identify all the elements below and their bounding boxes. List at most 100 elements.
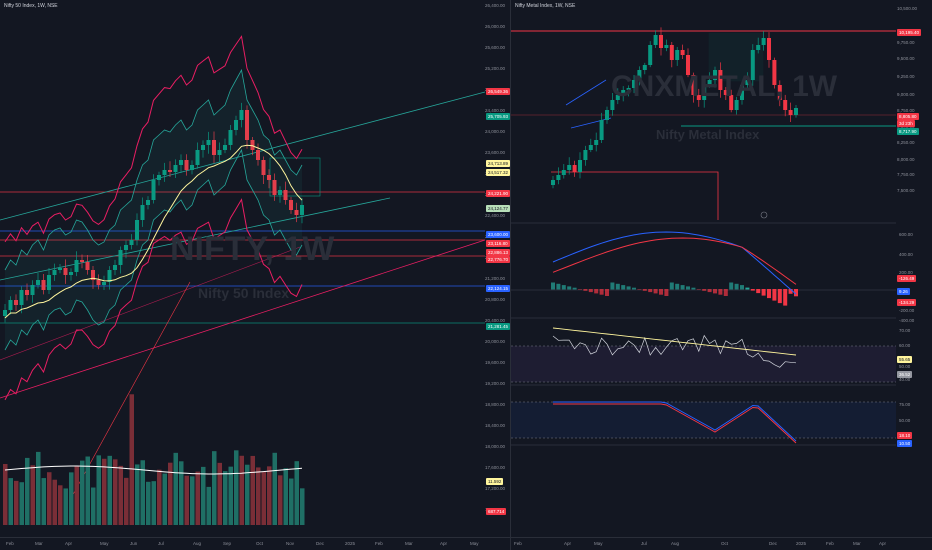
nifty-candle-body <box>25 290 29 295</box>
nifty-time-label: Aug <box>193 541 202 546</box>
metal-time-label: May <box>594 541 603 546</box>
metal-candle-body <box>561 170 566 175</box>
nifty-volume-bar <box>47 472 52 525</box>
metal-time-axis[interactable]: Feb Apr May Jul Aug Oct Dec 2025 Feb Mar Apr <box>511 537 932 550</box>
metal-rsi-tag: 55.65 <box>897 356 913 363</box>
nifty-time-axis[interactable]: Feb Mar Apr May Jun Jul Aug Sep Oct Nov Dec 2025 Feb… <box>0 537 510 550</box>
metal-price-axis-label: 9,250.00 <box>897 74 915 79</box>
nifty-chart-canvas[interactable] <box>0 0 510 550</box>
nifty-volume-bar <box>283 468 288 525</box>
metal-trendline <box>570 117 612 129</box>
nifty-price-axis-label: 18,400.00 <box>485 423 506 428</box>
metal-macd-histogram-bar <box>659 289 663 295</box>
metal-candle-body <box>702 85 707 100</box>
nifty-time-label: Jun <box>130 541 138 546</box>
metal-macd-histogram-bar <box>729 282 734 290</box>
nifty-volume-bar <box>289 478 294 525</box>
metal-macd-histogram-bar <box>567 286 572 290</box>
metal-candle-body <box>794 108 798 115</box>
nifty-volume-bar <box>201 466 206 525</box>
nifty-volume-bar <box>25 457 30 525</box>
nifty-volume-bar <box>129 394 134 525</box>
nifty-volume-bar <box>91 487 96 525</box>
metal-candle-body <box>572 165 577 172</box>
nifty-candle-body <box>107 270 112 282</box>
metal-rsi-axis-label: 50.00 <box>899 364 911 369</box>
nifty-candle-body <box>162 170 167 175</box>
metal-price-axis-label: 8,000.00 <box>897 157 915 162</box>
nifty-volume-bar <box>234 450 239 525</box>
nifty-price-tag: 22,124.15 <box>486 285 510 292</box>
nifty-volume-bar <box>168 462 173 525</box>
nifty-volume-bar <box>19 482 24 525</box>
metal-candle-body <box>788 110 793 115</box>
metal-candle-body <box>605 110 609 120</box>
metal-macd-histogram-bar <box>578 289 582 290</box>
nifty-price-tag: 25,705.93 <box>486 113 510 120</box>
metal-macd-histogram-bar <box>718 289 723 295</box>
nifty-volume-ma <box>4 465 303 475</box>
metal-rsi-axis-label: 70.00 <box>899 328 911 333</box>
nifty-price-tag: 687.714 <box>486 508 507 515</box>
metal-macd-histogram-bar <box>653 289 658 294</box>
metal-macd-tag: -134.29 <box>897 299 917 306</box>
nifty-volume-bar <box>190 476 195 525</box>
metal-price-axis-label: 9,500.00 <box>897 56 915 61</box>
nifty-inner-lower-band <box>4 148 303 351</box>
nifty-volume-bar <box>135 464 140 525</box>
metal-macd-histogram-bar <box>713 289 717 294</box>
nifty-candle-body <box>63 268 68 275</box>
nifty-candle-body <box>278 190 282 195</box>
nifty-candle-body <box>91 270 95 280</box>
nifty-volume-bar <box>228 466 233 525</box>
metal-candle-body <box>696 95 701 100</box>
metal-chart-panel[interactable]: Nifty Metal Index, 1W, NSE CNXMETAL, 1W … <box>510 0 932 550</box>
metal-macd-axis-label: 400.00 <box>899 252 913 257</box>
nifty-candle-body <box>58 268 62 270</box>
metal-candle-body <box>594 140 599 145</box>
metal-candle-body <box>621 90 626 95</box>
nifty-candle-body <box>157 175 161 180</box>
nifty-candle-body <box>195 150 200 165</box>
nifty-candle-body <box>184 160 189 170</box>
nifty-volume-bar <box>195 471 200 525</box>
metal-macd-axis-label: 200.00 <box>899 270 913 275</box>
nifty-volume-bar <box>30 465 35 525</box>
nifty-time-label: Mar <box>405 541 413 546</box>
metal-candle-body <box>669 45 674 60</box>
metal-macd-histogram-bar <box>691 287 696 290</box>
nifty-price-axis-label: 24,000.00 <box>485 129 506 134</box>
nifty-chart-panel[interactable]: Nifty 50 Index, 1W, NSE NIFTY, 1W Nifty … <box>0 0 510 550</box>
metal-macd-histogram-bar <box>750 289 755 291</box>
nifty-volume-bar <box>58 485 63 525</box>
nifty-volume-bar <box>212 451 217 525</box>
metal-stoch-d <box>553 403 797 444</box>
nifty-price-axis-label: 19,600.00 <box>485 360 506 365</box>
metal-candle-body <box>551 180 555 185</box>
metal-time-label: Oct <box>721 541 729 546</box>
nifty-price-tag: 24,517.32 <box>486 169 510 176</box>
nifty-time-label: Feb <box>375 541 383 546</box>
metal-rsi-ma <box>552 327 797 356</box>
metal-macd-histogram-bar <box>605 289 609 296</box>
metal-time-label: Apr <box>564 541 572 546</box>
nifty-candle-body <box>80 260 84 262</box>
metal-candle-body <box>734 100 739 110</box>
metal-macd-histogram-bar <box>556 283 561 290</box>
metal-candle-body <box>777 85 782 100</box>
nifty-price-axis-label: 24,400.00 <box>485 108 506 113</box>
metal-chart-canvas[interactable] <box>511 0 932 550</box>
nifty-time-label: Oct <box>256 541 264 546</box>
nifty-volume-bar <box>63 488 68 525</box>
nifty-candle-body <box>234 120 238 130</box>
nifty-candle-body <box>41 280 46 290</box>
metal-macd-histogram-bar <box>707 289 712 293</box>
nifty-trendline <box>0 197 391 281</box>
nifty-lower-band <box>4 198 303 401</box>
nifty-time-label: Jul <box>158 541 164 546</box>
nifty-price-axis-label: 19,200.00 <box>485 381 506 386</box>
nifty-volume-bar <box>217 462 222 525</box>
nifty-candle-body <box>124 245 128 250</box>
nifty-candle-body <box>3 310 7 316</box>
nifty-price-tag: 24,124.77 <box>486 205 510 212</box>
